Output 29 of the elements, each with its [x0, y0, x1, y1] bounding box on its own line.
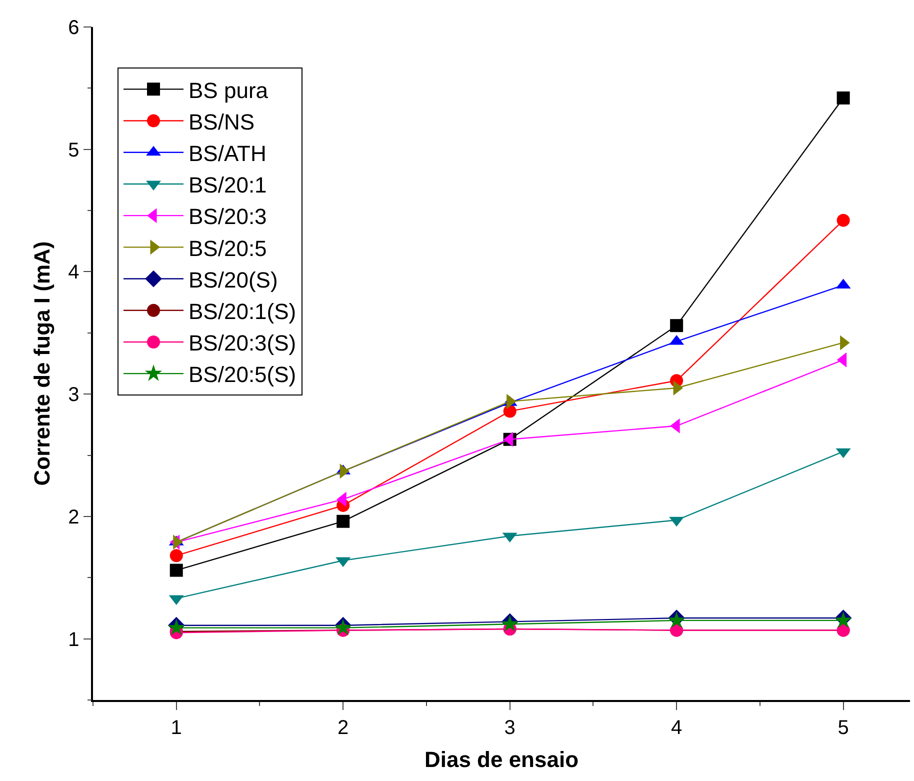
- legend-label: BS/20:5(S): [188, 362, 296, 388]
- point: [170, 549, 183, 562]
- x-tick-label: 3: [504, 716, 516, 739]
- x-tick-label: 4: [671, 716, 682, 739]
- legend-label: BS/20:3: [188, 204, 267, 230]
- legend-label: BS/20:1: [188, 172, 267, 198]
- legend-label: BS pura: [188, 78, 269, 103]
- point: [836, 91, 850, 104]
- legend-label: BS/ATH: [188, 140, 266, 166]
- legend-label: BS/20(S): [188, 267, 278, 292]
- x-tick-label: 2: [338, 716, 349, 739]
- y-axis-title: Corrente de fuga I (mA): [29, 241, 54, 486]
- point: [836, 214, 850, 227]
- legend-label: BS/20:3(S): [188, 330, 296, 356]
- legend-label: BS/NS: [188, 109, 255, 134]
- legend-label: BS/20:5: [188, 236, 267, 261]
- x-tick-label: 5: [838, 716, 849, 739]
- y-tick-label: 2: [68, 506, 80, 528]
- x-axis-title: Dias de ensaio: [424, 747, 579, 772]
- x-tick-label: 1: [170, 716, 182, 739]
- y-tick-label: 5: [68, 139, 80, 162]
- point: [336, 514, 350, 528]
- y-tick-label: 3: [68, 384, 80, 406]
- y-tick-label: 4: [68, 262, 80, 284]
- point: [170, 564, 183, 577]
- point: [670, 319, 684, 332]
- y-tick-label: 1: [68, 628, 80, 651]
- legend-label: BS/20:1(S): [188, 298, 296, 324]
- y-tick-label: 6: [68, 17, 80, 39]
